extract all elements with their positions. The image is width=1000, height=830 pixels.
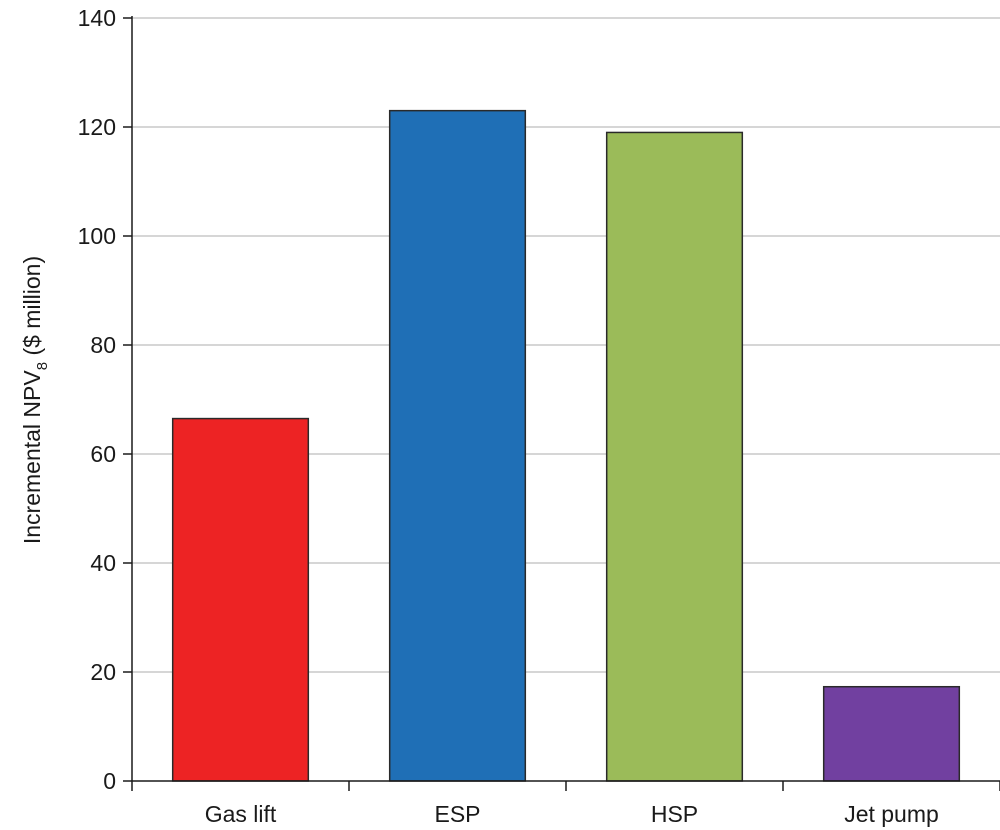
bar-gas-lift bbox=[171, 417, 310, 782]
x-tick-labels: Gas lift ESP HSP Jet pump bbox=[205, 801, 939, 827]
y-axis-title: Incremental NPV8 ($ million) bbox=[19, 256, 51, 544]
y-tick-label: 120 bbox=[78, 114, 116, 140]
y-tick-labels: 0 20 40 60 80 100 120 140 bbox=[78, 5, 116, 794]
y-tick-label: 20 bbox=[90, 659, 116, 685]
bars bbox=[171, 109, 961, 782]
y-axis-title-main: Incremental NPV bbox=[19, 370, 45, 545]
x-tick-label: Jet pump bbox=[844, 801, 939, 827]
y-tick-label: 0 bbox=[103, 768, 116, 794]
y-axis-title-subscript: 8 bbox=[34, 362, 51, 370]
bar-esp bbox=[388, 109, 527, 782]
x-tick-label: HSP bbox=[651, 801, 698, 827]
x-tick-label: ESP bbox=[434, 801, 480, 827]
y-tick-label: 60 bbox=[90, 441, 116, 467]
y-tick-label: 140 bbox=[78, 5, 116, 31]
y-tick-label: 80 bbox=[90, 332, 116, 358]
x-tick-label: Gas lift bbox=[205, 801, 277, 827]
bar-jet-pump bbox=[822, 685, 961, 782]
bar-hsp bbox=[605, 131, 744, 782]
y-axis-title-unit: ($ million) bbox=[19, 256, 45, 362]
y-tick-label: 100 bbox=[78, 223, 116, 249]
y-tick-label: 40 bbox=[90, 550, 116, 576]
axes bbox=[123, 16, 1000, 791]
